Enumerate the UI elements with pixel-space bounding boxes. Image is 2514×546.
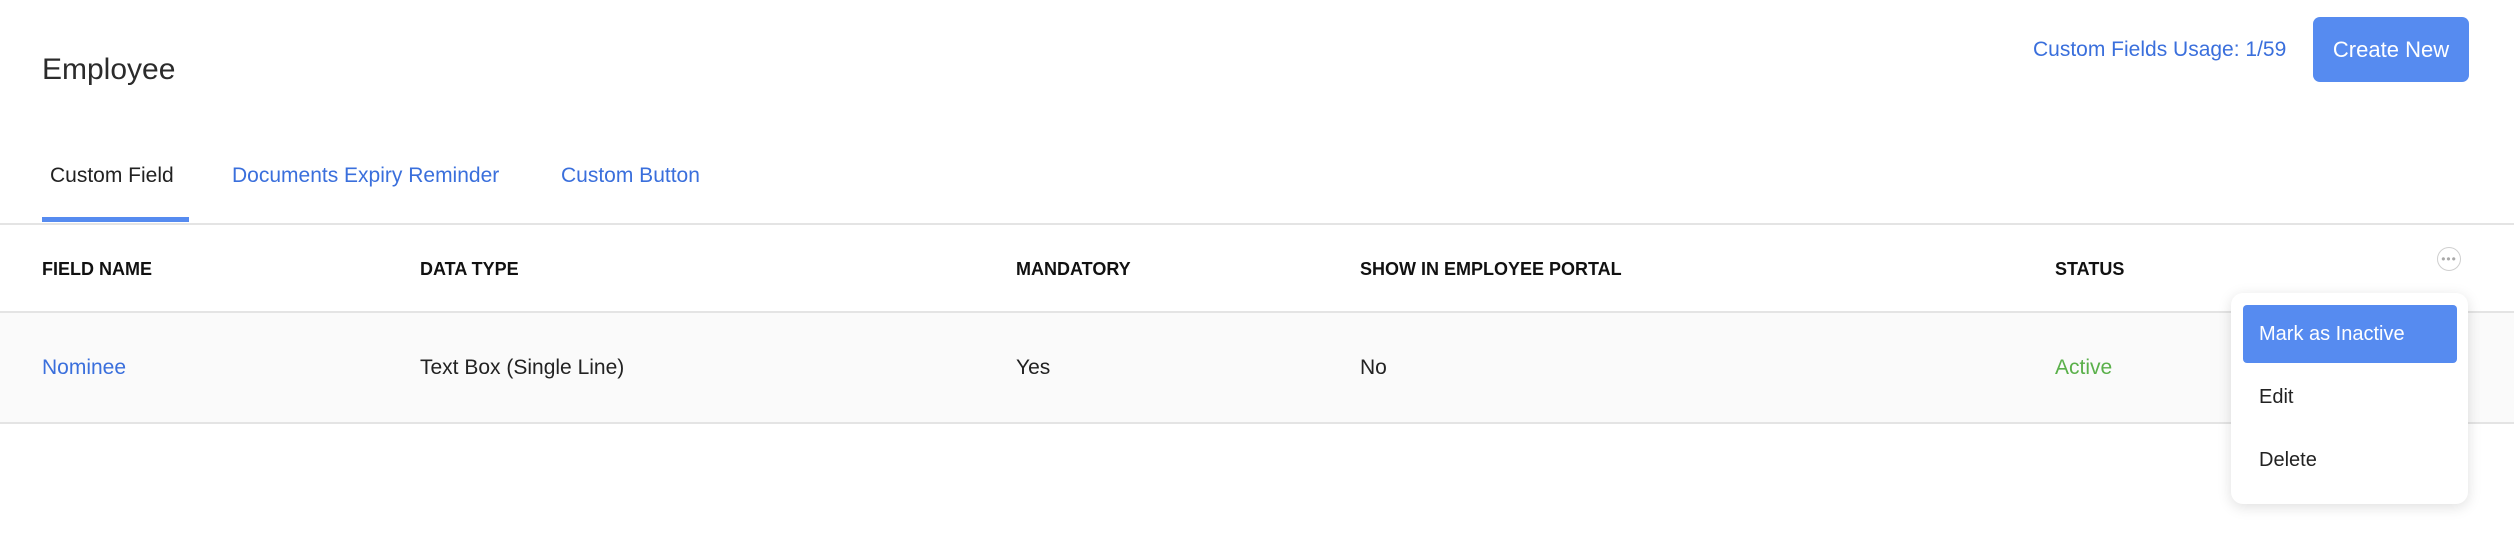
more-options-icon[interactable]: ••• bbox=[2437, 247, 2461, 271]
tab-custom-button[interactable]: Custom Button bbox=[561, 164, 700, 187]
menu-item-delete[interactable]: Delete bbox=[2259, 448, 2317, 471]
column-header-show-in-portal: SHOW IN EMPLOYEE PORTAL bbox=[1360, 259, 1622, 279]
row-divider bbox=[0, 422, 2514, 424]
tabs-divider bbox=[0, 223, 2514, 225]
status-badge: Active bbox=[2055, 356, 2113, 379]
mandatory-cell: Yes bbox=[1016, 356, 1051, 379]
row-actions-menu: Mark as Inactive Edit Delete bbox=[2231, 293, 2468, 504]
data-type-cell: Text Box (Single Line) bbox=[420, 356, 625, 379]
tab-documents-expiry-reminder[interactable]: Documents Expiry Reminder bbox=[232, 164, 500, 187]
tab-custom-field[interactable]: Custom Field bbox=[50, 164, 174, 187]
create-new-button[interactable]: Create New bbox=[2313, 17, 2469, 82]
active-tab-indicator bbox=[42, 217, 189, 222]
table-row bbox=[0, 313, 2514, 422]
column-header-data-type: DATA TYPE bbox=[420, 259, 519, 279]
column-header-status: STATUS bbox=[2055, 259, 2125, 279]
field-name-link[interactable]: Nominee bbox=[42, 356, 127, 379]
custom-fields-usage-link[interactable]: Custom Fields Usage: 1/59 bbox=[2033, 38, 2287, 61]
page-title: Employee bbox=[42, 53, 176, 86]
column-header-mandatory: MANDATORY bbox=[1016, 259, 1131, 279]
header-divider bbox=[0, 311, 2514, 313]
menu-item-edit[interactable]: Edit bbox=[2259, 385, 2294, 408]
show-in-portal-cell: No bbox=[1360, 356, 1387, 379]
column-header-field-name: FIELD NAME bbox=[42, 259, 152, 279]
menu-item-mark-inactive[interactable]: Mark as Inactive bbox=[2243, 305, 2457, 363]
